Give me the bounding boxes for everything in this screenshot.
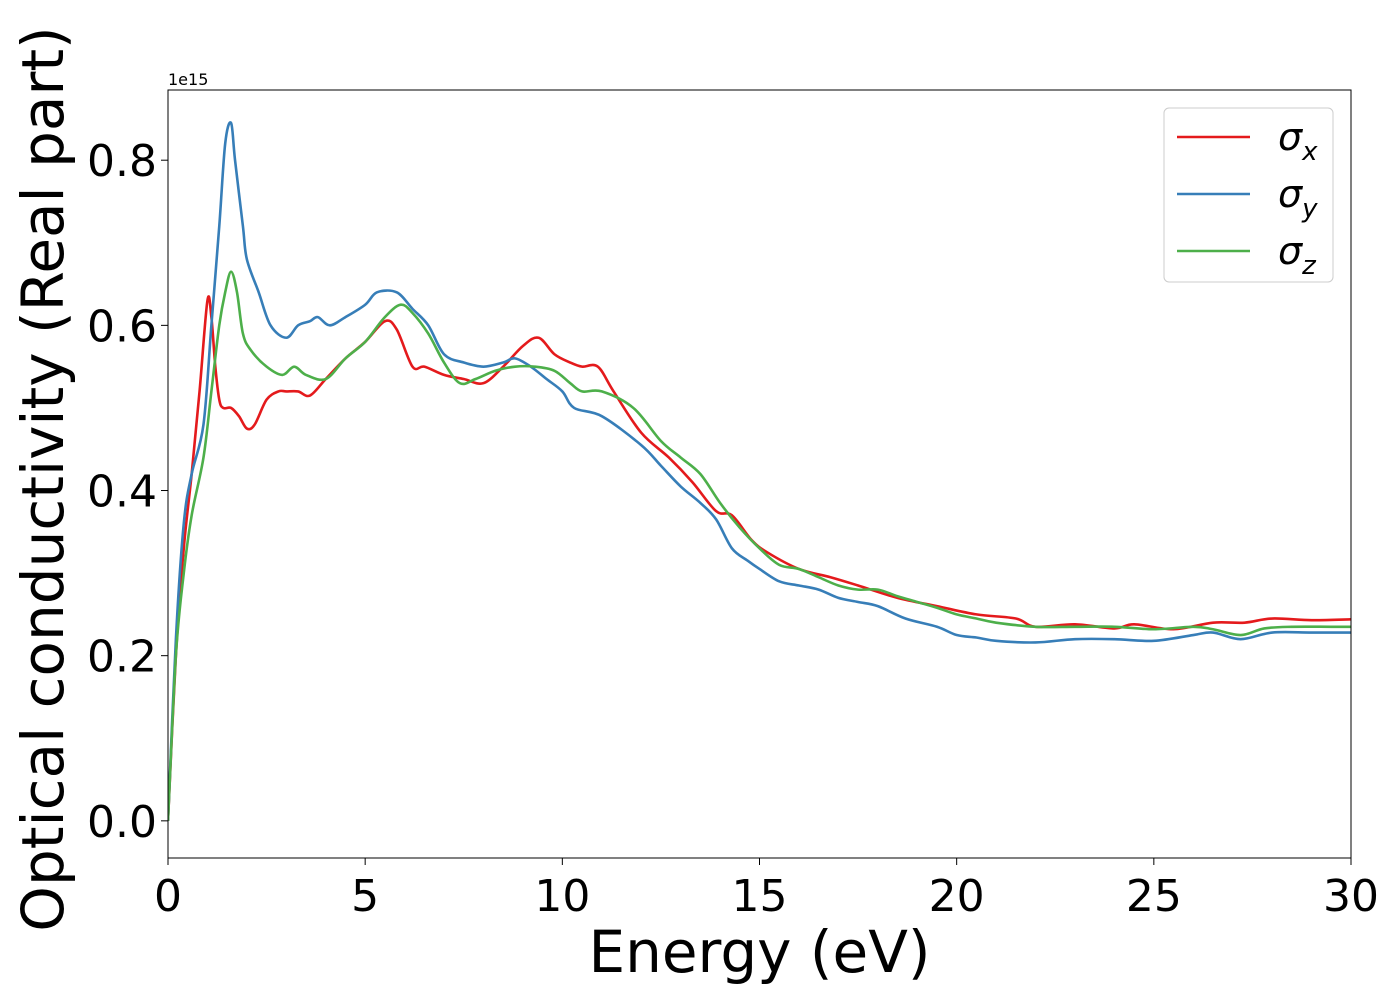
y-axis-title: Optical conductivity (Real part) [9, 26, 77, 931]
x-axis-ticks: 0 5 10 15 20 25 30 [154, 858, 1379, 922]
y-tick-label: 0.8 [87, 136, 157, 187]
legend-label-z: σz [1278, 229, 1317, 281]
series-lines [168, 121, 1351, 821]
y-tick-label: 0.4 [87, 467, 157, 518]
series-line-y [168, 121, 1351, 821]
x-tick-label: 0 [154, 871, 182, 922]
x-tick-label: 20 [929, 871, 985, 922]
x-tick-label: 15 [732, 871, 788, 922]
x-tick-label: 10 [534, 871, 590, 922]
y-axis-ticks: 0.0 0.2 0.4 0.6 0.8 [87, 136, 168, 848]
x-tick-label: 25 [1126, 871, 1182, 922]
x-tick-label: 5 [351, 871, 379, 922]
legend-label-y: σy [1278, 172, 1318, 224]
series-line-z [168, 270, 1351, 821]
y-tick-label: 0.2 [87, 632, 157, 683]
y-tick-label: 0.6 [87, 301, 157, 352]
x-tick-label: 30 [1323, 871, 1379, 922]
y-tick-label: 0.0 [87, 797, 157, 848]
y-offset-text: 1e15 [168, 70, 208, 89]
legend-label-x: σx [1278, 115, 1318, 167]
x-axis-title: Energy (eV) [588, 918, 930, 986]
